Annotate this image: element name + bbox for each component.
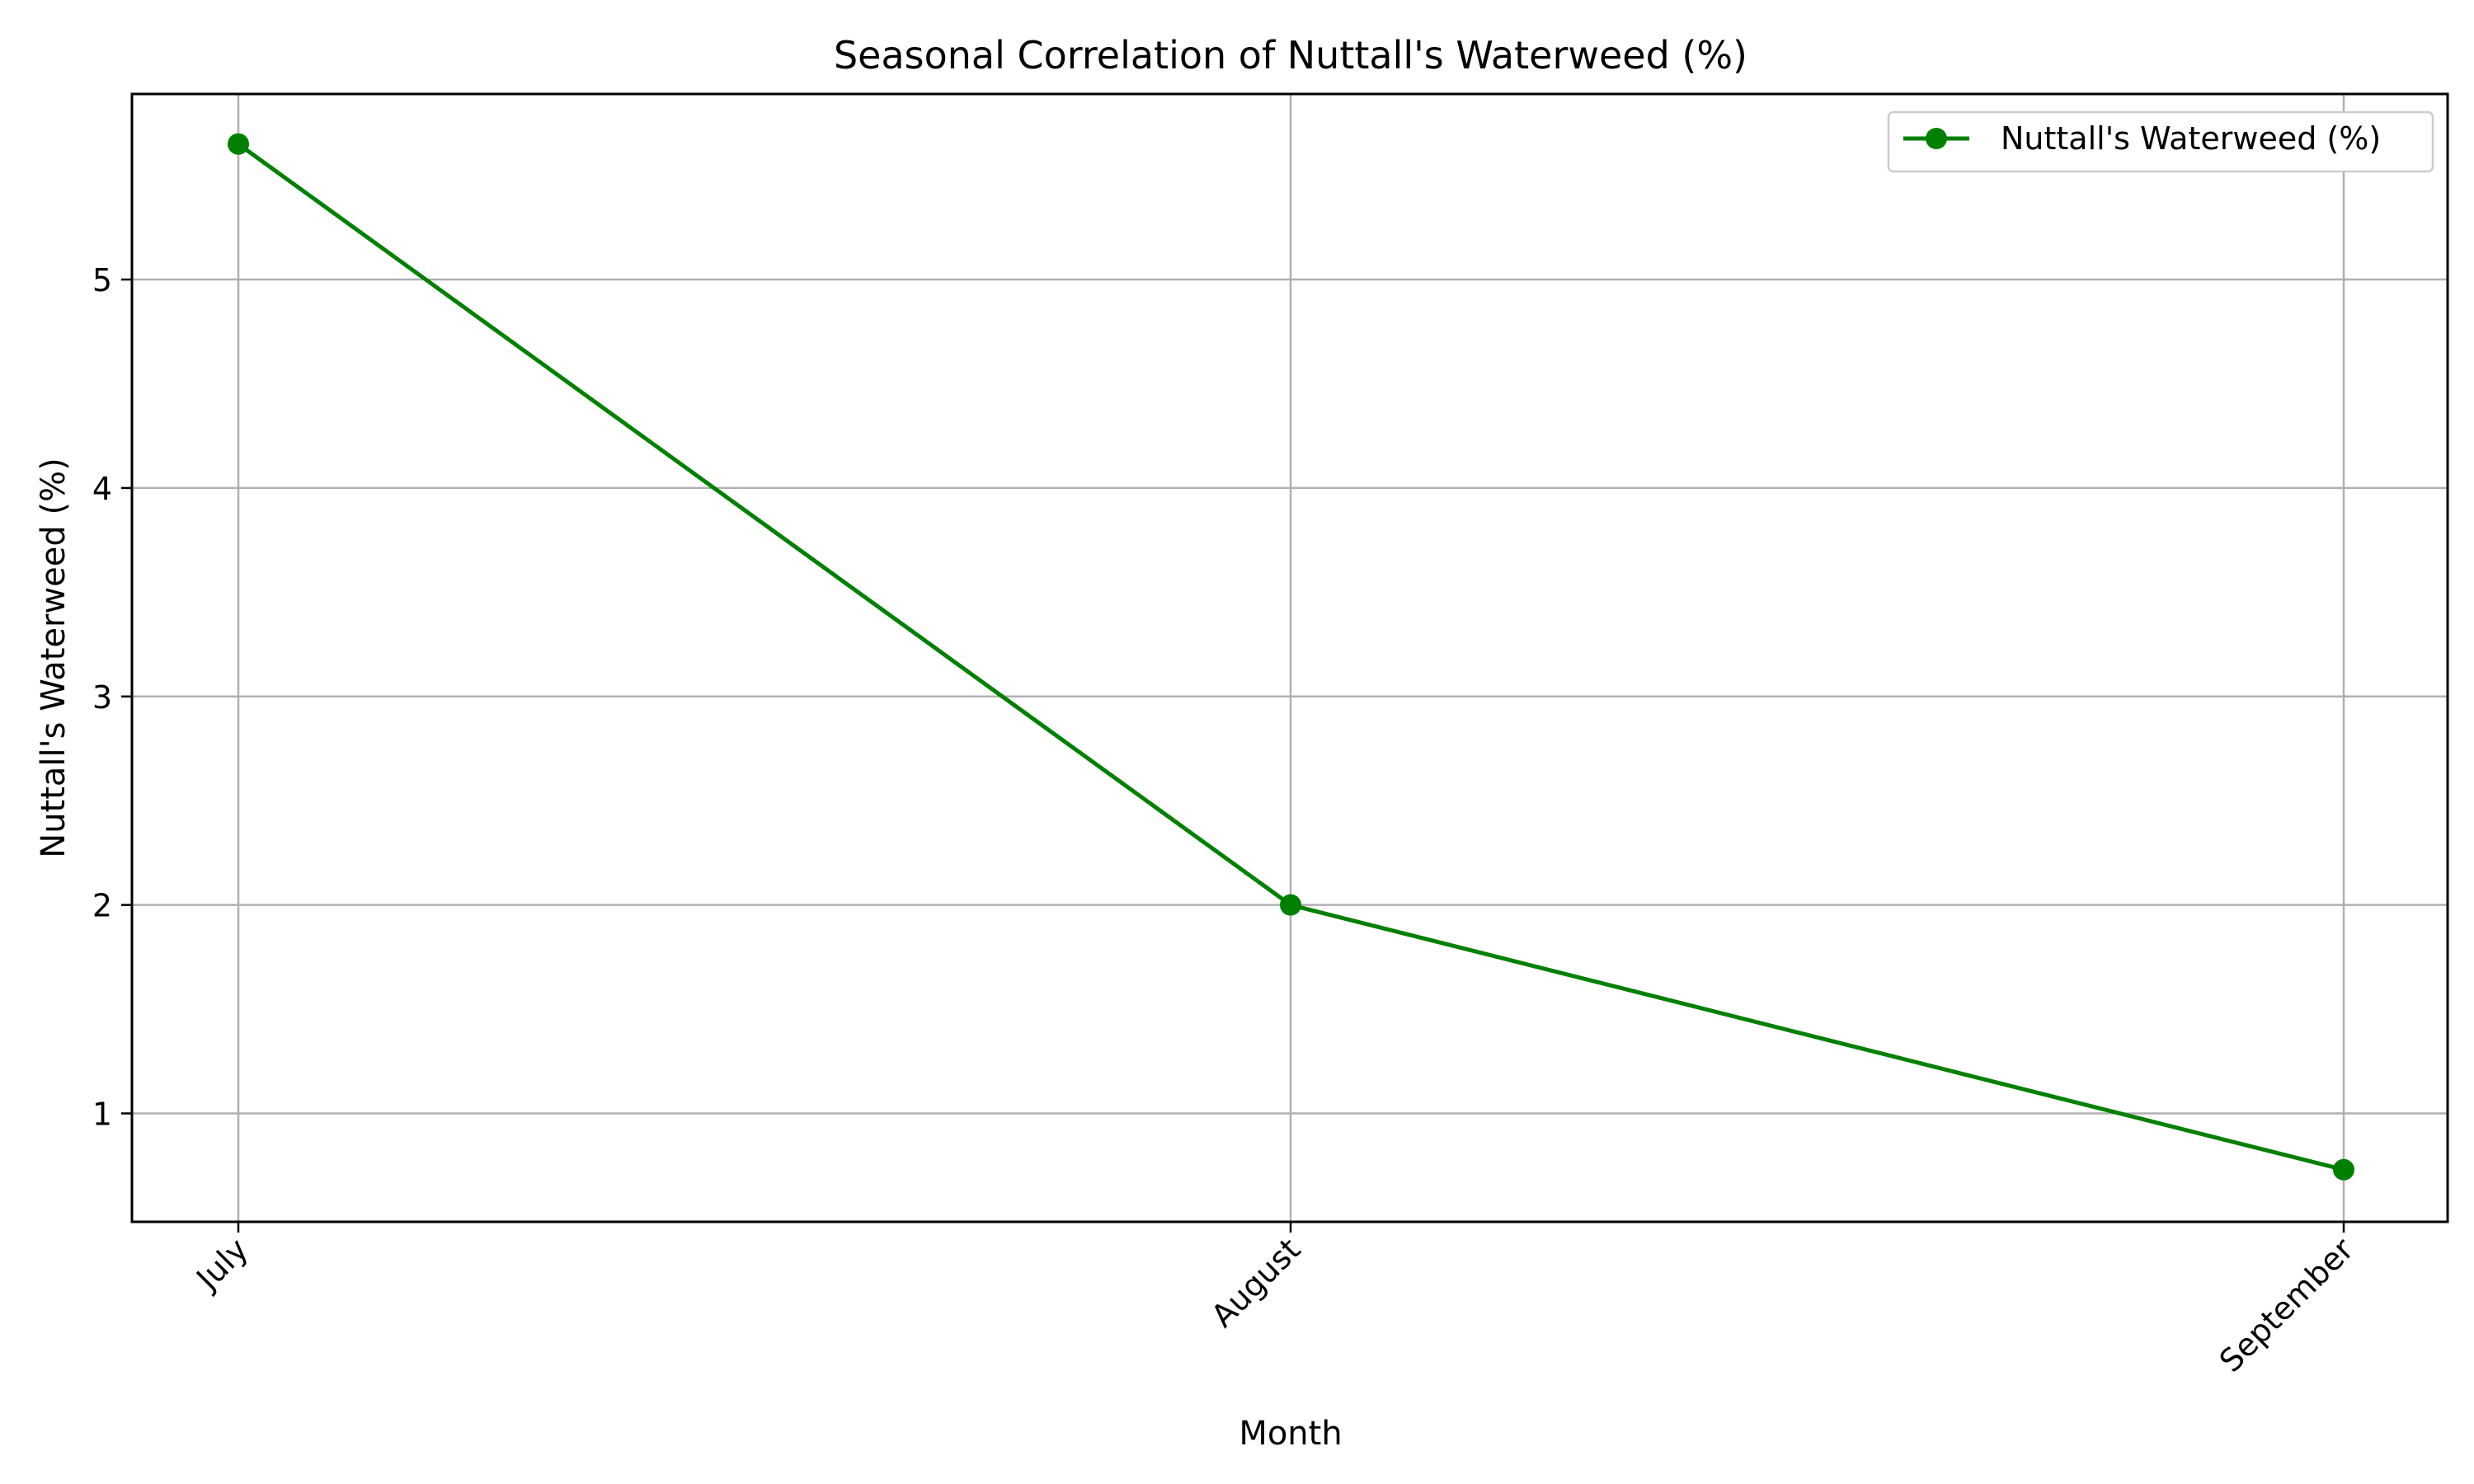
series-layer: [228, 133, 2354, 1181]
legend-marker: [1926, 128, 1947, 149]
grid: [132, 94, 2448, 1222]
legend-label: Nuttall's Waterweed (%): [2001, 120, 2381, 157]
y-tick-label: 1: [92, 1097, 112, 1133]
y-tick-label: 2: [92, 888, 112, 924]
y-tick-label: 5: [92, 262, 112, 298]
data-point: [1280, 894, 1301, 916]
chart-title: Seasonal Correlation of Nuttall's Waterw…: [834, 33, 1747, 77]
data-point: [228, 133, 249, 155]
legend-box: [1887, 110, 2434, 173]
data-point: [2333, 1158, 2354, 1181]
y-tick-label: 4: [92, 471, 112, 507]
legend: Nuttall's Waterweed (%): [1887, 110, 2434, 173]
y-tick-label: 3: [92, 679, 112, 716]
y-axis-ticks: 1 2 3 4 5: [92, 262, 132, 1133]
x-axis-label: Month: [1239, 1415, 1342, 1453]
y-axis-label: Nuttall's Waterweed (%): [35, 458, 73, 857]
